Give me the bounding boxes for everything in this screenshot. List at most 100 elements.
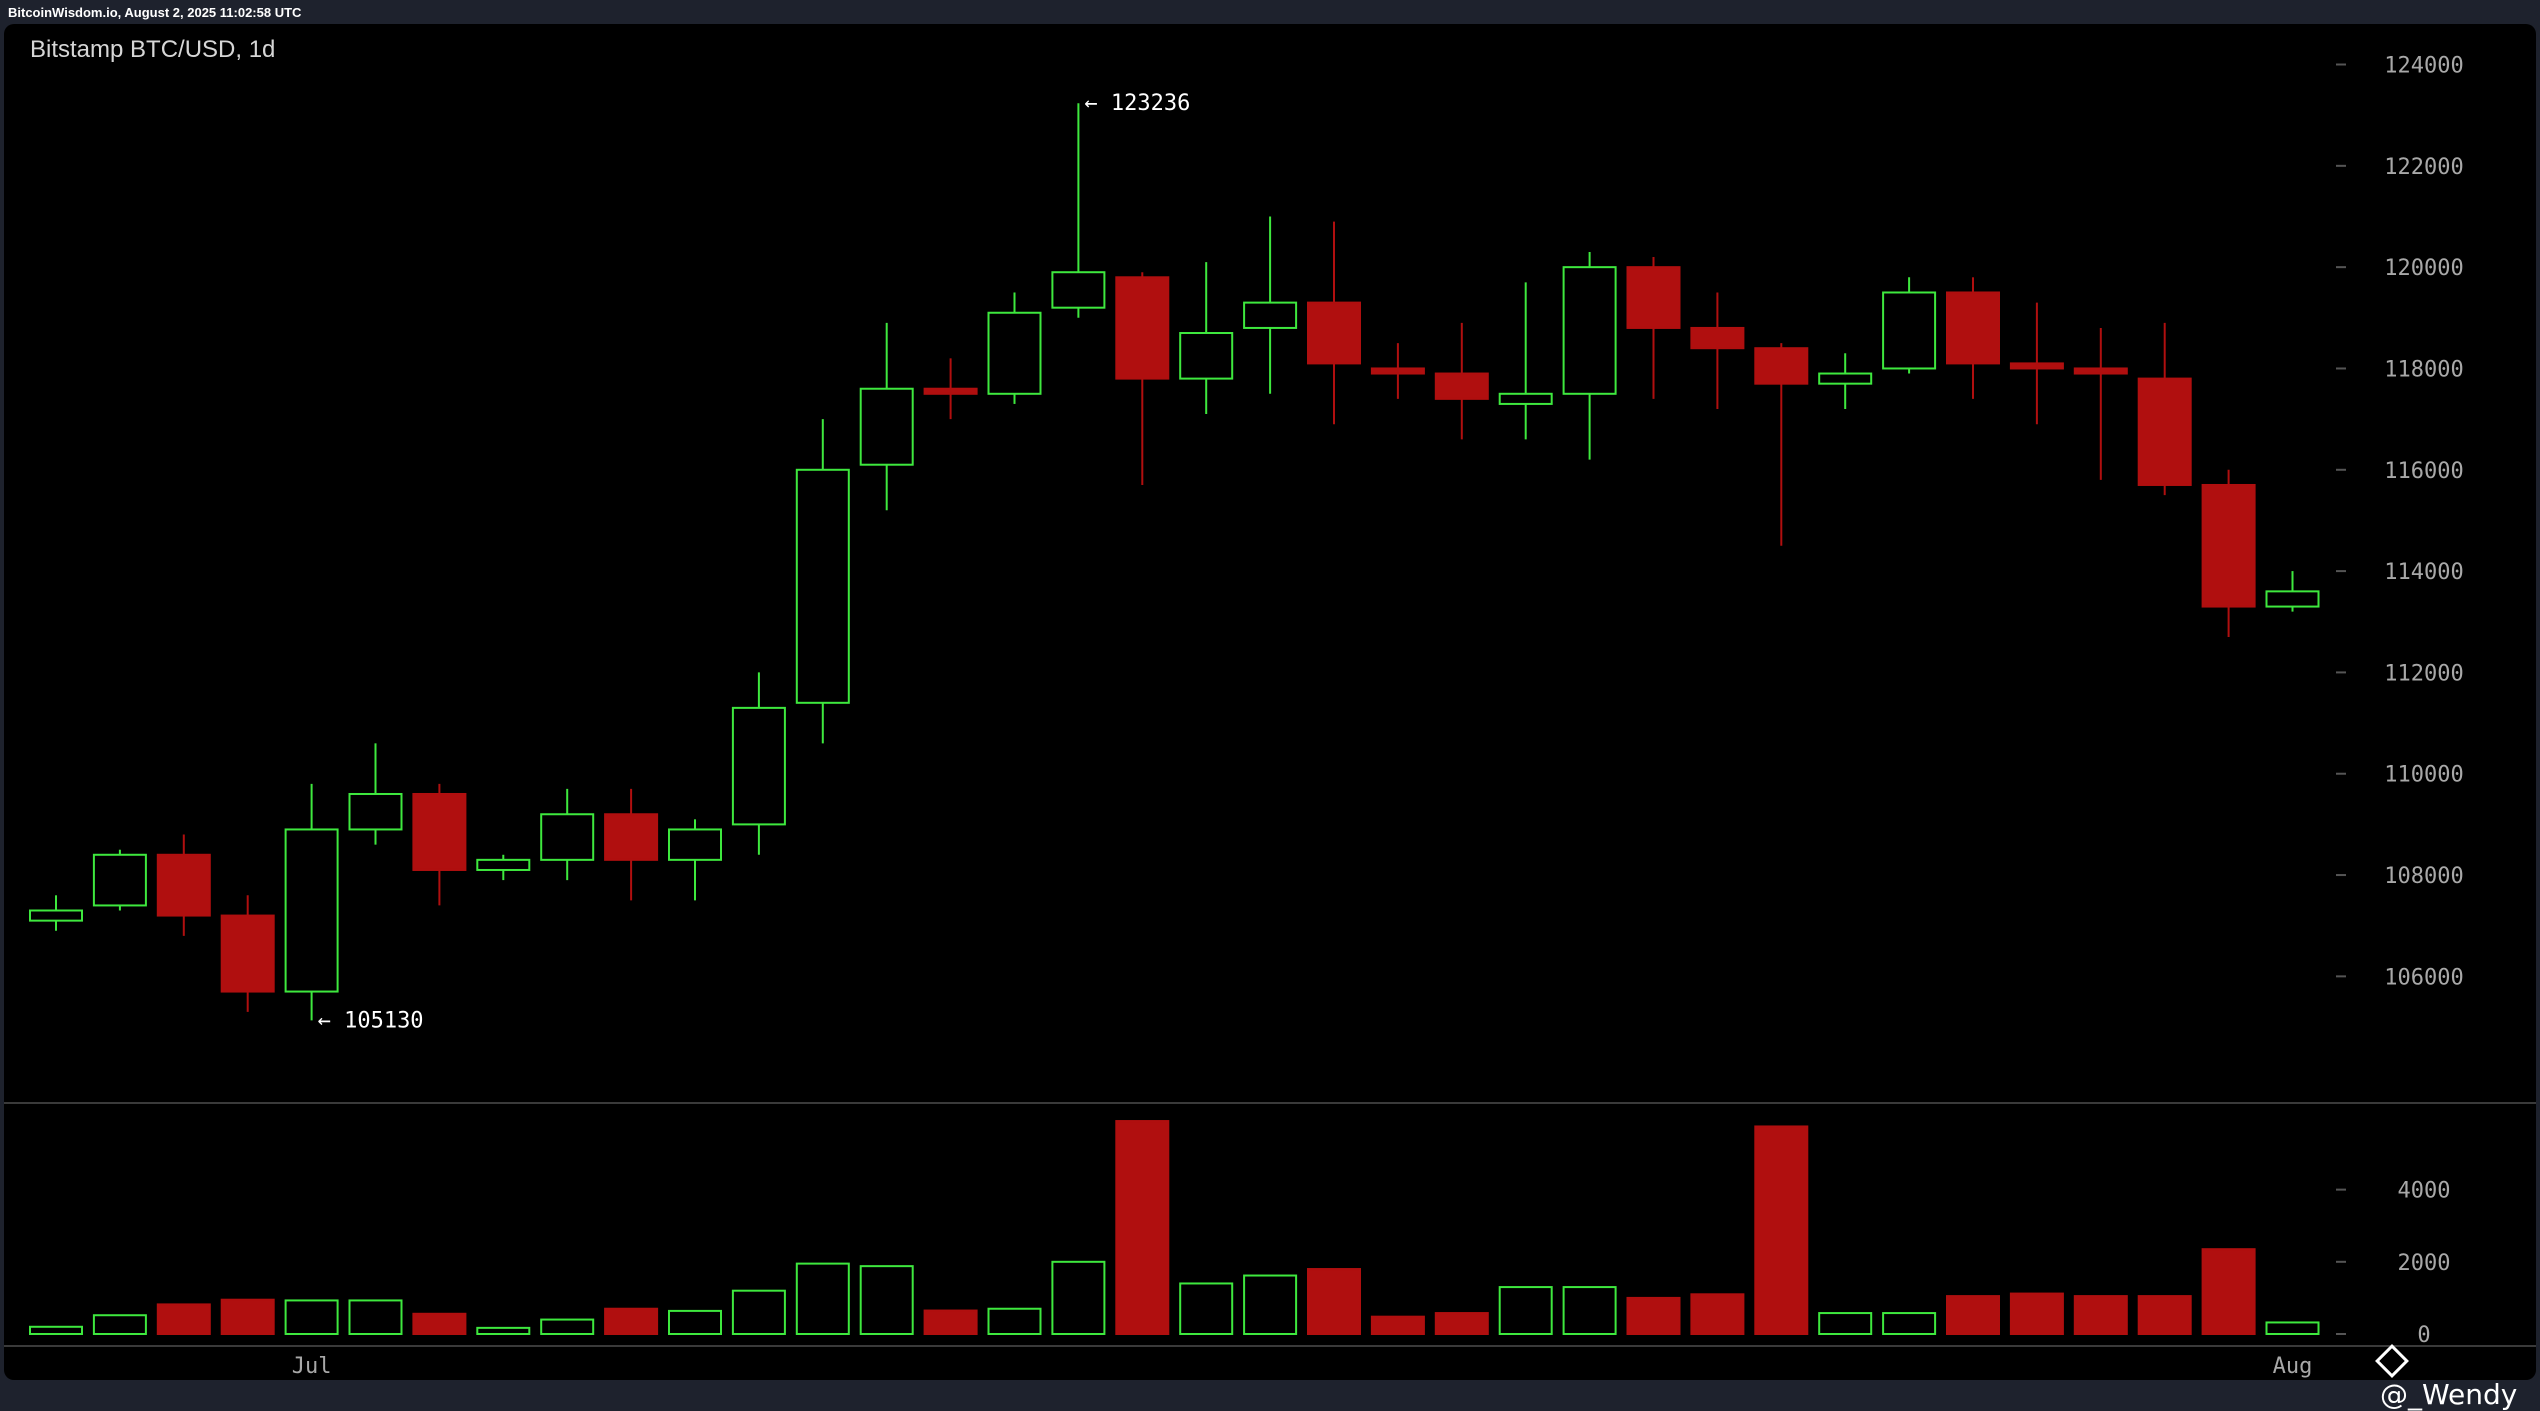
chart-panel[interactable]: Bitstamp BTC/USD, 1d 106000 108000 110000 1… — [4, 24, 2536, 1380]
candle-body — [2201, 483, 2256, 608]
candle-body — [604, 813, 659, 861]
price-annotation: ← 123236 — [1084, 91, 1190, 116]
watermark: @_Wendy — [2375, 1344, 2540, 1411]
volume-bar — [2265, 1321, 2320, 1335]
volume-bar — [2137, 1295, 2192, 1335]
candle-body — [1562, 266, 1617, 395]
volume-bar — [29, 1325, 83, 1335]
candle — [2265, 571, 2320, 612]
candle-body — [923, 387, 978, 395]
volume-bar — [2201, 1248, 2256, 1335]
candle — [540, 788, 595, 881]
volume-bar — [1946, 1295, 2000, 1335]
candle — [1946, 277, 2000, 399]
volume-bar — [987, 1307, 1042, 1335]
candle-body — [1051, 271, 1106, 309]
candle — [1882, 277, 1937, 374]
watermark-text: @_Wendy — [2380, 1378, 2518, 1411]
x-axis-label: Aug — [2273, 1354, 2313, 1379]
volume-bar — [923, 1309, 978, 1335]
volume-bar — [1370, 1315, 1425, 1336]
price-tick-label: 110000 — [2384, 763, 2463, 788]
price-annotation: ← 105130 — [318, 1008, 424, 1033]
candle — [731, 672, 786, 855]
candlestick-chart[interactable]: 106000 108000 110000 112000 114000 116000 1180… — [4, 24, 2536, 1380]
price-tick-label: 108000 — [2384, 864, 2463, 889]
volume-bar — [92, 1314, 147, 1335]
volume-bar — [1051, 1260, 1106, 1335]
candle — [92, 849, 147, 911]
volume-tick-label: 4000 — [2398, 1179, 2451, 1204]
volume-bar — [1307, 1268, 1361, 1335]
candle-body — [1498, 392, 1553, 405]
candle — [29, 895, 83, 931]
candle — [987, 292, 1042, 404]
volume-bar — [795, 1262, 850, 1335]
volume-bar — [668, 1309, 722, 1336]
price-axis: 106000 108000 110000 112000 114000 116000 1180… — [2336, 54, 2464, 990]
candle-body — [2009, 362, 2064, 370]
volume-tick-label: 0 — [2417, 1323, 2430, 1348]
candle — [1562, 251, 1617, 460]
price-tick-label: 122000 — [2384, 155, 2463, 180]
candle-body — [2073, 367, 2128, 375]
candle — [795, 419, 850, 744]
candle — [2137, 322, 2192, 496]
candle-body — [731, 706, 786, 826]
candle-body — [1115, 276, 1170, 380]
candle — [1434, 322, 1489, 440]
price-tick-label: 124000 — [2384, 54, 2463, 79]
candle — [1051, 103, 1106, 318]
candle — [1754, 343, 1809, 546]
volume-bar — [540, 1318, 595, 1335]
candle — [1498, 282, 1553, 440]
candle — [412, 783, 467, 906]
candle — [859, 322, 914, 511]
annotations: ← 123236 ← 105130 — [318, 91, 1191, 1033]
volume-bar — [476, 1326, 531, 1335]
volume-bar — [220, 1298, 275, 1335]
price-tick-label: 106000 — [2384, 965, 2463, 990]
candle-body — [668, 828, 722, 861]
volume-bars — [29, 1120, 2320, 1336]
volume-bar — [1754, 1125, 1809, 1335]
source-timestamp: BitcoinWisdom.io, August 2, 2025 11:02:5… — [8, 5, 302, 20]
volume-bar — [348, 1299, 403, 1336]
chart-title: Bitstamp BTC/USD, 1d — [30, 36, 276, 63]
volume-bar — [604, 1307, 659, 1335]
binance-diamond-icon — [2375, 1344, 2409, 1378]
price-tick-label: 120000 — [2384, 256, 2463, 281]
candle-body — [1754, 347, 1809, 385]
volume-bar — [1818, 1312, 1873, 1336]
candle-body — [412, 792, 467, 871]
x-axis-labels: Jul Aug — [292, 1354, 2313, 1379]
candle-body — [859, 387, 914, 466]
candle — [1243, 216, 1298, 394]
volume-bar — [1498, 1286, 1553, 1335]
candle — [2201, 469, 2256, 637]
candles — [29, 103, 2320, 1021]
candle-body — [1690, 326, 1745, 350]
volume-bar — [284, 1299, 339, 1336]
candle — [1818, 353, 1873, 409]
candle-body — [284, 828, 339, 993]
top-info-bar: BitcoinWisdom.io, August 2, 2025 11:02:5… — [0, 0, 2540, 24]
candle-body — [1626, 266, 1681, 329]
price-tick-label: 114000 — [2384, 560, 2463, 585]
candle — [1307, 221, 1361, 425]
candle — [476, 854, 531, 881]
candle — [923, 358, 978, 420]
volume-bar — [1562, 1286, 1617, 1335]
candle-body — [1946, 291, 2000, 365]
volume-bar — [1243, 1274, 1298, 1335]
candle — [284, 783, 339, 1021]
candle-body — [987, 311, 1042, 395]
candle — [348, 743, 403, 845]
volume-bar — [859, 1265, 914, 1336]
candle-body — [348, 792, 403, 831]
candle-body — [29, 909, 83, 922]
candle-body — [1370, 367, 1425, 375]
candle-body — [2265, 590, 2320, 608]
x-axis-label: Jul — [292, 1354, 332, 1379]
candle-body — [540, 813, 595, 861]
